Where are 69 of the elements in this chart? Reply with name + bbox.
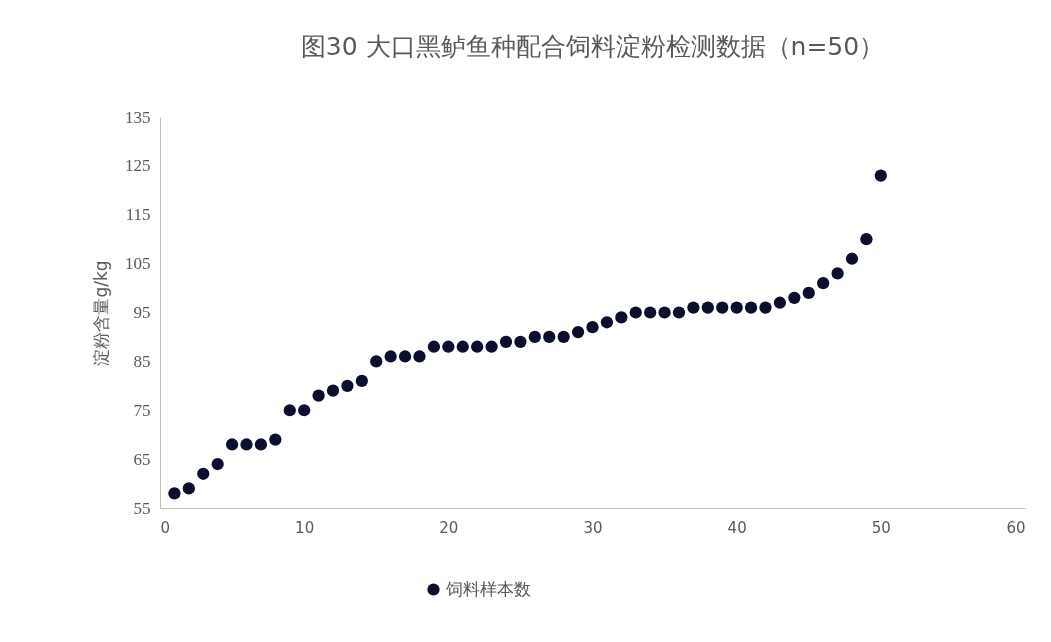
point <box>874 169 887 182</box>
y-tick-label: 135 <box>125 107 151 127</box>
point <box>326 384 340 397</box>
legend-label: 饲料样本数 <box>445 578 531 599</box>
x-tick-label: 30 <box>583 518 603 537</box>
point <box>370 355 383 368</box>
point <box>355 374 368 388</box>
point <box>528 330 541 344</box>
point <box>254 438 268 451</box>
point <box>168 487 181 500</box>
point <box>860 233 873 246</box>
x-tick-label: 60 <box>1006 518 1026 537</box>
y-tick-label: 75 <box>133 400 151 420</box>
point <box>398 350 412 363</box>
point <box>543 330 556 344</box>
point <box>427 340 441 353</box>
point <box>225 438 239 451</box>
point <box>773 296 787 309</box>
point <box>687 301 700 314</box>
point <box>341 379 354 392</box>
point <box>600 316 614 329</box>
y-tick-label: 65 <box>133 449 151 469</box>
point <box>730 301 743 314</box>
point <box>298 404 311 417</box>
point <box>644 306 657 319</box>
point <box>759 301 772 314</box>
y-tick-label: 115 <box>125 205 151 225</box>
y-tick-label: 105 <box>125 254 151 274</box>
point <box>485 340 498 353</box>
point <box>845 252 859 265</box>
y-axis-title: 淀粉含量g/kg <box>91 260 111 366</box>
point <box>456 340 469 353</box>
point <box>499 335 513 348</box>
point <box>240 438 253 451</box>
point <box>615 311 628 324</box>
point <box>817 277 830 290</box>
point <box>283 404 296 417</box>
point <box>672 306 686 319</box>
point <box>197 467 210 480</box>
point <box>413 350 426 363</box>
chart-title: 图30 大口黑鲈鱼种配合饲料淀粉检测数据（n=50） <box>300 32 885 61</box>
x-tick-label: 40 <box>727 518 747 537</box>
x-tick-label: 20 <box>439 518 459 537</box>
x-tick-label: 50 <box>871 518 891 537</box>
point <box>312 389 325 402</box>
x-tick-label: 0 <box>160 518 171 537</box>
point <box>384 350 397 363</box>
point <box>658 306 671 319</box>
point <box>629 306 642 319</box>
point <box>182 482 195 495</box>
y-tick-label: 95 <box>133 303 151 322</box>
point <box>471 340 484 353</box>
point <box>744 301 758 314</box>
point <box>586 321 599 334</box>
y-tick-label: 125 <box>125 156 151 176</box>
y-tick-label: 85 <box>133 351 151 371</box>
point <box>557 330 570 344</box>
point <box>269 433 282 446</box>
point <box>211 457 224 471</box>
y-tick-label: 55 <box>133 498 151 518</box>
point <box>802 286 815 300</box>
point <box>788 291 801 304</box>
point <box>442 340 455 353</box>
point <box>701 301 714 314</box>
point <box>571 325 585 339</box>
x-tick-label: 10 <box>295 518 315 537</box>
point <box>831 267 844 280</box>
point <box>514 335 527 348</box>
point <box>716 301 729 314</box>
